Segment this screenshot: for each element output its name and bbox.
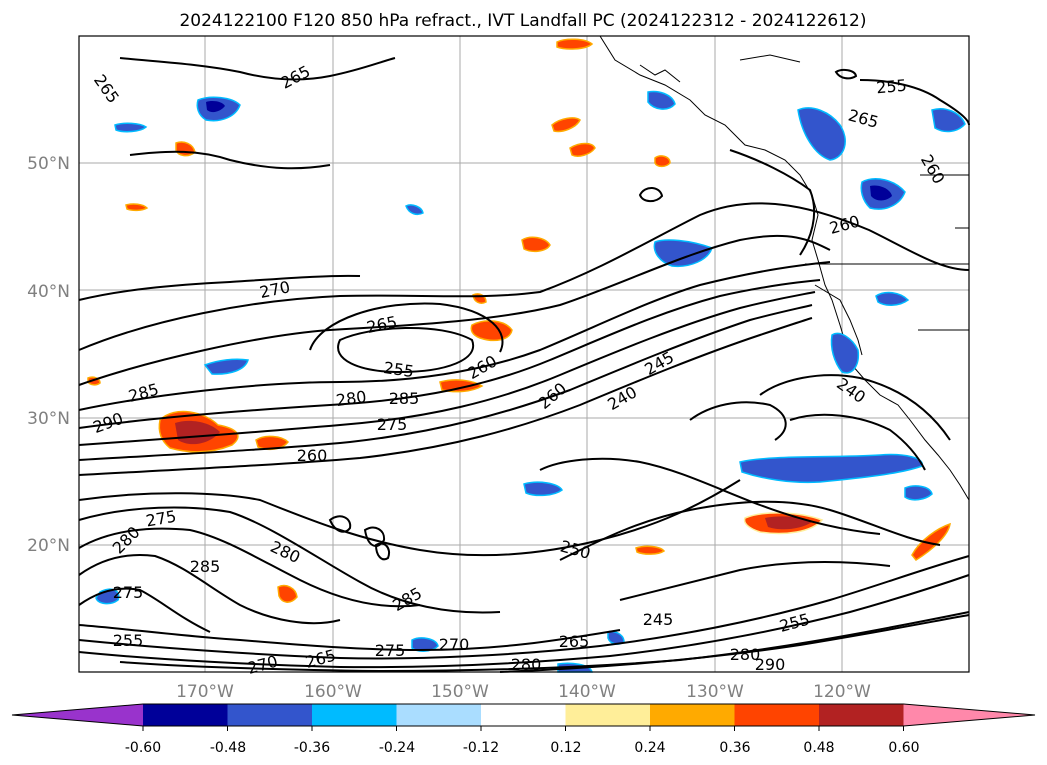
- colorbar-tick-label: -0.60: [125, 740, 161, 756]
- negative-blob: [114, 122, 148, 133]
- colorbar-extend-min: [12, 704, 143, 726]
- colorbar-bin: [819, 704, 904, 726]
- contour-label: 280: [511, 655, 542, 674]
- contour-label: 260: [297, 446, 328, 465]
- colorbar-tick-label: 0.36: [719, 740, 750, 756]
- positive-blob: [551, 117, 581, 133]
- colorbar-tick-label: -0.24: [379, 740, 415, 756]
- positive-blob: [765, 516, 812, 530]
- contour-label: 275: [377, 415, 408, 434]
- negative-blob: [203, 358, 249, 375]
- lon-tick-label: 120°W: [813, 682, 871, 702]
- negative-blob: [523, 481, 563, 497]
- contour-label: 285: [190, 557, 221, 576]
- contour-label: 255: [875, 76, 907, 98]
- contour-label: 270: [439, 635, 470, 654]
- lat-tick-label: 40°N: [27, 282, 70, 302]
- lat-tick-label: 20°N: [27, 536, 70, 556]
- colorbar-tick-label: -0.12: [463, 740, 499, 756]
- negative-blob: [206, 101, 225, 113]
- colorbar-tick-label: 0.60: [888, 740, 919, 756]
- colorbar-bin: [143, 704, 228, 726]
- positive-blob: [569, 142, 596, 157]
- colorbar-bin: [734, 704, 820, 726]
- lon-tick-label: 150°W: [431, 682, 489, 702]
- negative-blob: [797, 107, 846, 161]
- lat-tick-label: 50°N: [27, 154, 70, 174]
- map-panel: 265 265 270 265 255 260 280 285 275 285 …: [78, 35, 970, 678]
- colorbar-tick-label: 0.24: [634, 740, 665, 756]
- colorbar: [11, 703, 1036, 731]
- refractivity-contours: [78, 57, 970, 673]
- negative-blob: [904, 485, 933, 501]
- colorbar-tick-labels: -0.60 -0.48 -0.36 -0.24 -0.12 0.12 0.24 …: [125, 740, 920, 756]
- positive-blob: [654, 155, 671, 168]
- colorbar-bin: [227, 704, 313, 726]
- contour-label: 290: [755, 655, 786, 674]
- colorbar-tick-label: -0.36: [294, 740, 330, 756]
- negative-blob: [870, 185, 892, 201]
- colorbar-bin: [396, 704, 482, 726]
- contour-label: 275: [113, 583, 144, 602]
- colorbar-tick-label: 0.48: [803, 740, 834, 756]
- ivt-shading: [87, 38, 966, 673]
- contour-label: 255: [382, 358, 415, 381]
- lon-tick-label: 170°W: [176, 682, 234, 702]
- colorbar-bin: [312, 704, 397, 726]
- positive-blob: [125, 203, 149, 212]
- contour-label: 275: [375, 641, 406, 660]
- colorbar-bin: [481, 704, 566, 726]
- negative-blob: [653, 239, 713, 268]
- lon-tick-label: 140°W: [558, 682, 616, 702]
- positive-blob: [470, 320, 513, 342]
- contour-label: 255: [113, 631, 144, 650]
- contour-label: 245: [643, 610, 674, 629]
- map-frame: [78, 35, 970, 673]
- lon-tick-label: 160°W: [304, 682, 362, 702]
- positive-blob: [635, 545, 666, 555]
- contour-label: 280: [730, 645, 761, 664]
- colorbar-extend-max: [903, 704, 1035, 726]
- positive-blob: [556, 38, 594, 50]
- negative-blob: [830, 332, 860, 374]
- negative-blob: [875, 291, 910, 306]
- latitude-tick-labels: 50°N 40°N 30°N 20°N: [27, 154, 70, 556]
- colorbar-bin: [650, 704, 735, 726]
- negative-blob: [405, 204, 424, 216]
- colorbar-bin: [565, 704, 651, 726]
- contour-label: 285: [389, 389, 420, 408]
- positive-blob: [439, 379, 484, 393]
- contour-label: 265: [559, 632, 590, 651]
- positive-blob: [277, 584, 298, 603]
- positive-blob: [175, 420, 220, 445]
- negative-blob: [647, 90, 676, 110]
- colorbar-tick-label: 0.12: [550, 740, 581, 756]
- colorbar-tick-label: -0.48: [210, 740, 246, 756]
- longitude-tick-labels: 170°W 160°W 150°W 140°W 130°W 120°W: [176, 682, 871, 702]
- negative-blob: [931, 108, 966, 133]
- chart-title: 2024122100 F120 850 hPa refract., IVT La…: [179, 11, 866, 31]
- lat-tick-label: 30°N: [27, 409, 70, 429]
- positive-blob: [521, 236, 551, 253]
- lon-tick-label: 130°W: [686, 682, 744, 702]
- contour-label: 280: [335, 387, 368, 410]
